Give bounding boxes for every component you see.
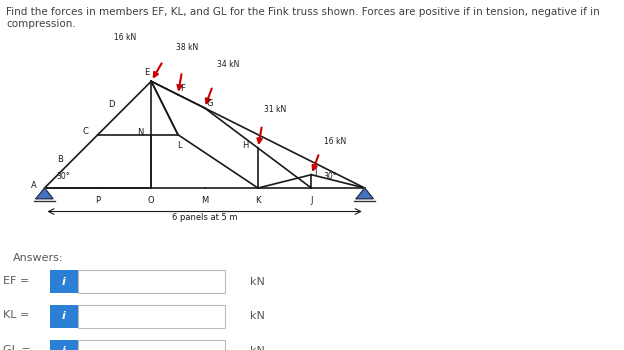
FancyBboxPatch shape bbox=[50, 270, 78, 293]
Text: J: J bbox=[310, 196, 313, 205]
Text: kN: kN bbox=[250, 312, 265, 321]
Text: O: O bbox=[148, 196, 155, 205]
Text: B: B bbox=[57, 155, 64, 164]
Text: i: i bbox=[62, 277, 66, 287]
Text: A: A bbox=[31, 181, 37, 190]
Text: 16 kN: 16 kN bbox=[324, 137, 346, 146]
FancyBboxPatch shape bbox=[50, 340, 78, 350]
Text: Find the forces in members EF, KL, and GL for the Fink truss shown. Forces are p: Find the forces in members EF, KL, and G… bbox=[6, 7, 600, 29]
Text: P: P bbox=[95, 196, 100, 205]
Text: 31 kN: 31 kN bbox=[264, 105, 286, 114]
Polygon shape bbox=[356, 188, 373, 199]
Text: M: M bbox=[201, 196, 208, 205]
Text: KL =: KL = bbox=[3, 310, 29, 320]
Text: H: H bbox=[242, 141, 248, 150]
Text: K: K bbox=[255, 196, 261, 205]
Text: N: N bbox=[137, 128, 144, 137]
Text: E: E bbox=[144, 68, 150, 77]
Text: Answers:: Answers: bbox=[12, 253, 63, 264]
Text: I: I bbox=[314, 168, 317, 177]
FancyBboxPatch shape bbox=[50, 305, 78, 328]
Text: D: D bbox=[109, 100, 115, 109]
FancyBboxPatch shape bbox=[78, 270, 225, 293]
FancyBboxPatch shape bbox=[78, 305, 225, 328]
Polygon shape bbox=[36, 188, 53, 199]
Text: 34 kN: 34 kN bbox=[217, 60, 239, 69]
Text: 6 panels at 5 m: 6 panels at 5 m bbox=[172, 213, 237, 222]
Text: kN: kN bbox=[250, 346, 265, 350]
Text: 38 kN: 38 kN bbox=[175, 43, 198, 52]
Text: i: i bbox=[62, 346, 66, 350]
FancyBboxPatch shape bbox=[78, 340, 225, 350]
Text: C: C bbox=[82, 127, 88, 136]
Text: L: L bbox=[177, 141, 182, 150]
Text: i: i bbox=[62, 312, 66, 321]
Text: GL =: GL = bbox=[3, 345, 31, 350]
Text: 30°: 30° bbox=[57, 173, 71, 182]
Text: G: G bbox=[207, 99, 213, 108]
Text: EF =: EF = bbox=[3, 276, 29, 286]
Text: kN: kN bbox=[250, 277, 265, 287]
Text: 30°: 30° bbox=[324, 173, 338, 182]
Text: F: F bbox=[180, 84, 185, 93]
Text: 16 kN: 16 kN bbox=[114, 33, 136, 42]
